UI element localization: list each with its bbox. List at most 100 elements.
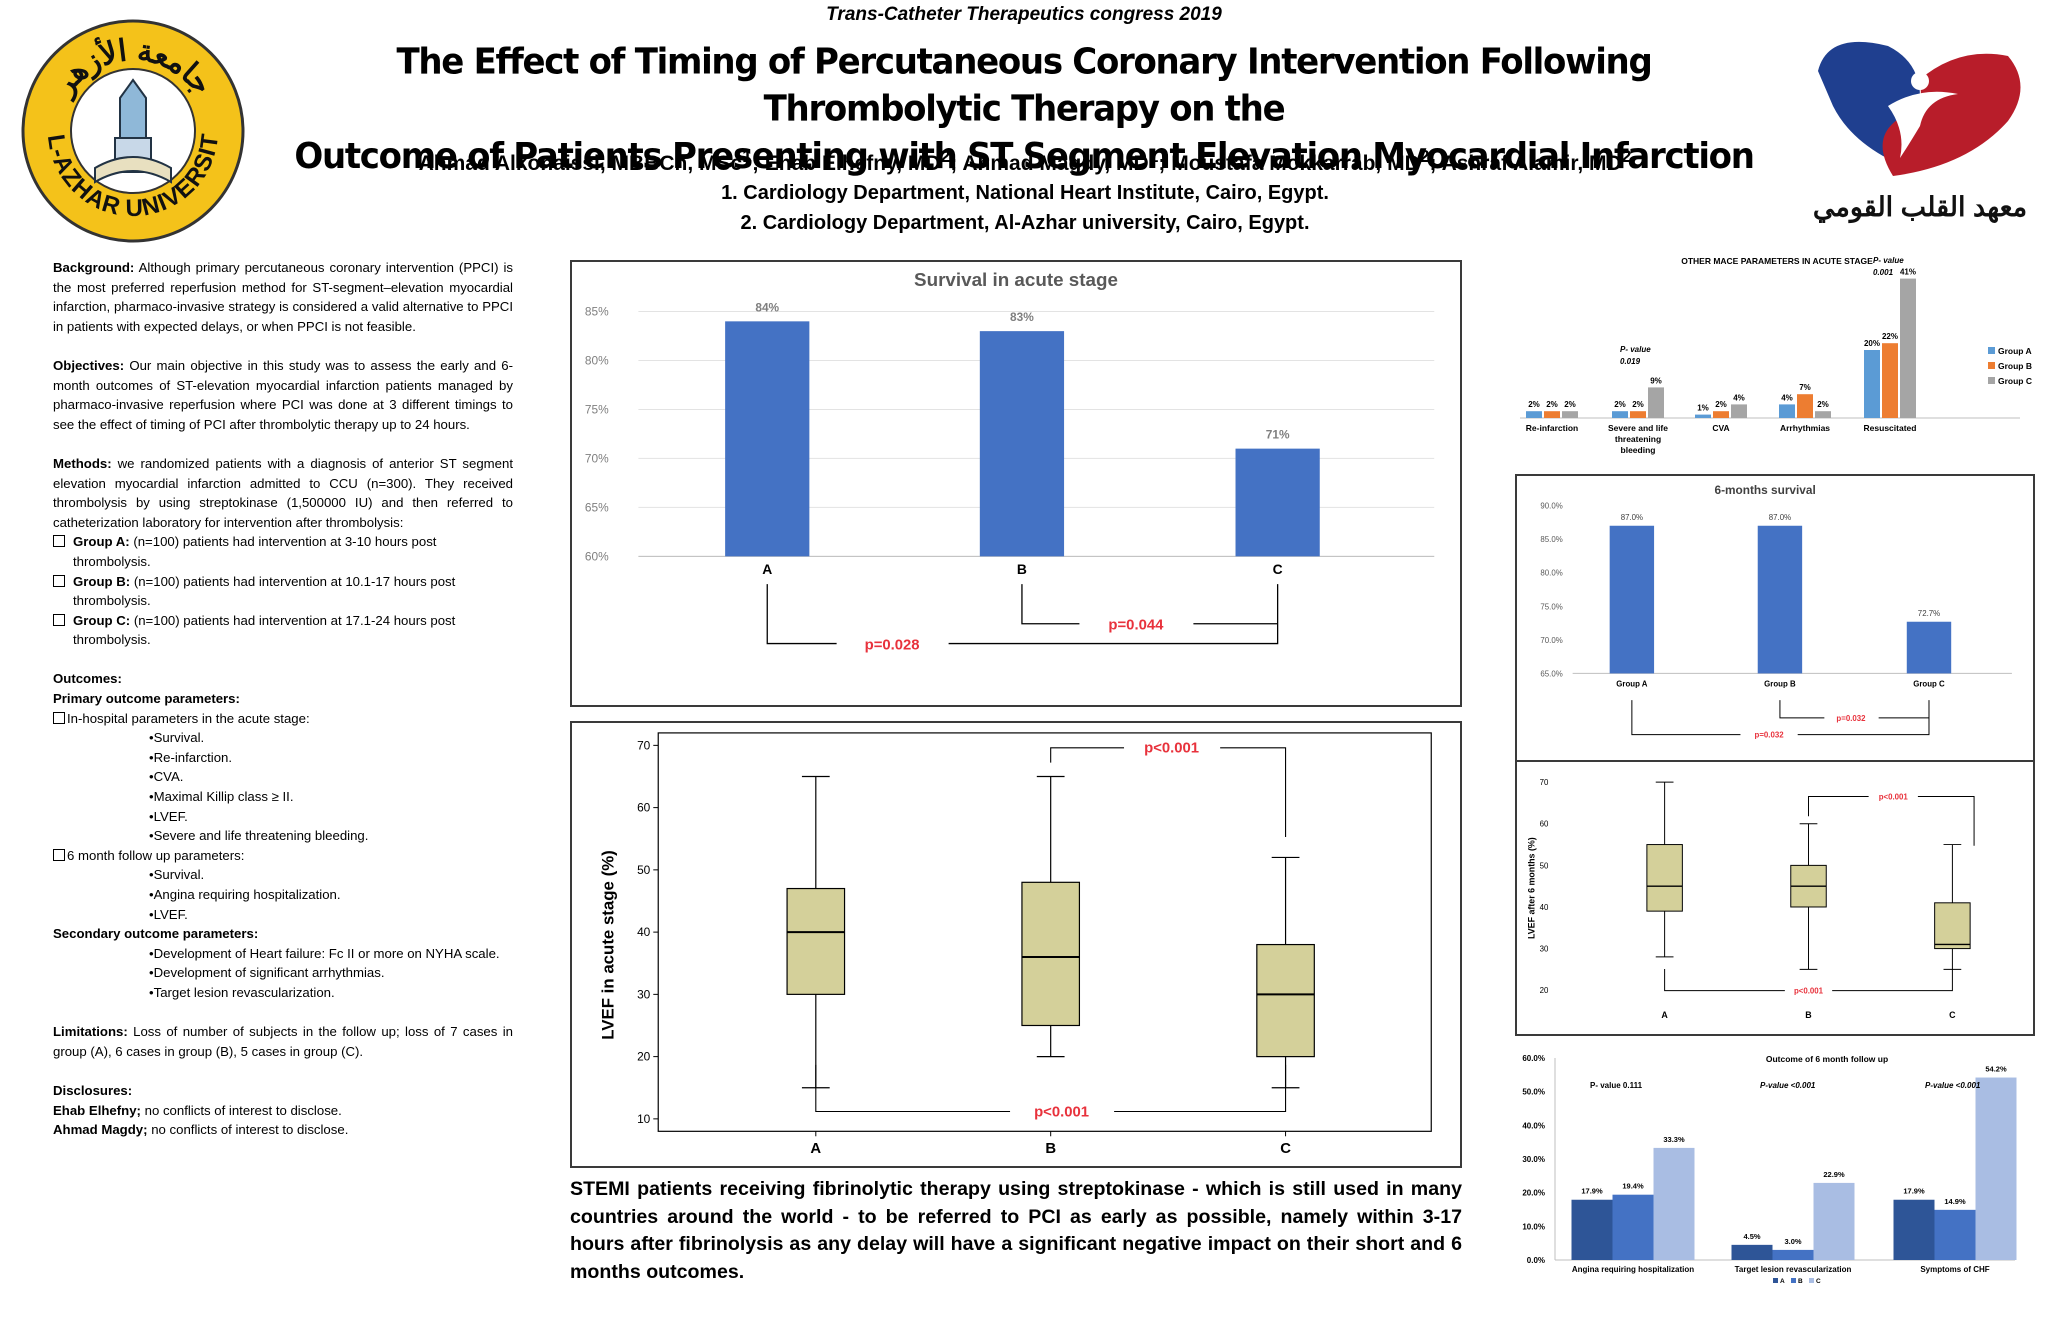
- data-label: 22%: [1882, 332, 1898, 341]
- bar: [1526, 411, 1542, 418]
- bar: [1630, 411, 1646, 418]
- data-label: 22.9%: [1823, 1170, 1845, 1179]
- title-line-1: The Effect of Timing of Percutaneous Cor…: [396, 40, 1653, 130]
- box: [1646, 844, 1683, 912]
- x-tick-label: CVA: [1712, 423, 1729, 433]
- checkbox-icon: [53, 613, 65, 626]
- followup-heading: 6 month follow up parameters:: [53, 846, 513, 866]
- y-tick-label: 0.0%: [1527, 1256, 1545, 1265]
- p-value-label: P- value 0.111: [1590, 1081, 1643, 1090]
- bar: [1235, 448, 1320, 557]
- box: [786, 887, 846, 995]
- data-label: 33.3%: [1663, 1135, 1685, 1144]
- legend-entry: A: [1780, 1278, 1785, 1285]
- y-tick-label: 60: [1540, 820, 1549, 829]
- x-tick-label: Re-infarction: [1526, 423, 1578, 433]
- bar: [1797, 394, 1813, 418]
- significance-bracket: [1050, 747, 1287, 837]
- other-mace-chart: OTHER MACE PARAMETERS IN ACUTE STAGE 2% 2%…: [1520, 256, 2032, 455]
- bar: [1900, 278, 1916, 418]
- box: [1256, 943, 1315, 1058]
- chart-title: OTHER MACE PARAMETERS IN ACUTE STAGE: [1681, 256, 1873, 266]
- x-tick-label: Group B: [1764, 679, 1796, 688]
- x-tick-label: A: [762, 561, 772, 577]
- bar: [1893, 1199, 1935, 1260]
- data-label: 72.7%: [1918, 609, 1940, 618]
- p-value-label: P-value <0.001: [1760, 1081, 1816, 1090]
- data-label: 71%: [1266, 428, 1290, 442]
- lvef-acute-chart: 10 20 30 40 50 60 70 LVEF in acute stage (%) A B C…: [570, 721, 1462, 1168]
- x-tick-label: Angina requiring hospitalization: [1572, 1265, 1694, 1274]
- x-tick-label: C: [1273, 561, 1283, 577]
- data-label: 17.9%: [1581, 1187, 1603, 1196]
- x-tick-label: A: [810, 1141, 821, 1157]
- bar: [1695, 414, 1711, 418]
- followup-item: •LVEF.: [149, 906, 188, 922]
- y-tick-label: 60: [637, 801, 651, 815]
- followup-item: •Angina requiring hospitalization.: [149, 887, 341, 902]
- chart-title: Survival in acute stage: [914, 269, 1118, 290]
- checkbox-icon: [53, 848, 65, 861]
- legend-swatch: [1791, 1278, 1796, 1283]
- legend-entry: B: [1798, 1278, 1803, 1285]
- bar: [1813, 1182, 1855, 1260]
- bar: [1779, 404, 1795, 418]
- x-tick-label: B: [1017, 561, 1027, 577]
- legend-entry: Group A: [1998, 346, 2032, 356]
- y-tick-label: 70.0%: [1540, 636, 1562, 645]
- significance-bracket: [1808, 796, 1975, 846]
- data-label: 2%: [1546, 400, 1558, 409]
- data-label: 7%: [1799, 383, 1811, 392]
- x-tick-label: B: [1805, 1010, 1811, 1020]
- y-axis-label: LVEF after 6 months (%): [1527, 837, 1537, 939]
- inhospital-item: •Re-infarction.: [149, 749, 233, 765]
- data-label: 4%: [1781, 393, 1793, 402]
- y-tick-label: 75.0%: [1540, 602, 1562, 611]
- bar: [1906, 621, 1952, 674]
- author-4: Moustafa Mokkarrab, MD: [1171, 152, 1420, 175]
- x-tick-label: C: [1280, 1141, 1291, 1157]
- p-value-label: p=0.028: [865, 638, 920, 654]
- secondary-item: •Target lesion revascularization.: [149, 984, 335, 1000]
- y-tick-label: 20: [637, 1050, 651, 1064]
- y-tick-label: 65%: [585, 500, 609, 514]
- bar: [1713, 411, 1729, 418]
- methods-section: Methods: we randomized patients with a d…: [53, 455, 513, 530]
- p-value-label: p<0.001: [1144, 741, 1199, 757]
- data-label: 2%: [1614, 400, 1626, 409]
- bar: [1648, 387, 1664, 418]
- survival-acute-chart: Survival in acute stage 60% 65% 70% 75% 80% 85…: [570, 260, 1462, 707]
- legend-swatch: [1988, 377, 1995, 384]
- x-tick-label: bleeding: [1621, 445, 1656, 455]
- data-label: 14.9%: [1944, 1197, 1966, 1206]
- legend-swatch: [1773, 1278, 1778, 1283]
- bar: [1731, 1244, 1773, 1260]
- group-c-item: Group C: (n=100) patients had interventi…: [53, 611, 513, 650]
- significance-bracket: [1631, 700, 1930, 736]
- y-tick-label: 40: [1540, 903, 1549, 912]
- bar: [1653, 1147, 1695, 1260]
- bar: [1757, 525, 1803, 674]
- data-label: 4.5%: [1743, 1232, 1760, 1241]
- data-label: 2%: [1632, 400, 1644, 409]
- significance-bracket: [815, 1064, 1287, 1113]
- p-value-label: p<0.001: [1879, 792, 1909, 801]
- p-value-label: p=0.032: [1755, 731, 1785, 740]
- bar: [1772, 1249, 1814, 1260]
- significance-bracket: [1779, 700, 1929, 719]
- y-tick-label: 80.0%: [1540, 569, 1562, 578]
- lvef-6-month-chart: 20 30 40 50 60 70 LVEF after 6 months (%) A B Cp<…: [1515, 760, 2035, 1036]
- background-section: Background: Although primary percutaneou…: [53, 260, 514, 334]
- data-label: 83%: [1010, 310, 1034, 324]
- p-value-label: P- value: [1620, 345, 1651, 354]
- y-tick-label: 90.0%: [1540, 502, 1562, 511]
- box: [1021, 881, 1081, 1027]
- y-tick-label: 70%: [585, 451, 609, 465]
- x-tick-label: Severe and life: [1608, 423, 1668, 433]
- bar: [1975, 1077, 2017, 1260]
- outcomes-heading: Outcomes:: [53, 671, 122, 687]
- limitations-section: Limitations: Loss of number of subjects …: [53, 1024, 513, 1059]
- y-tick-label: 40: [637, 925, 651, 939]
- bar: [1731, 404, 1747, 418]
- y-tick-label: 70: [637, 738, 651, 752]
